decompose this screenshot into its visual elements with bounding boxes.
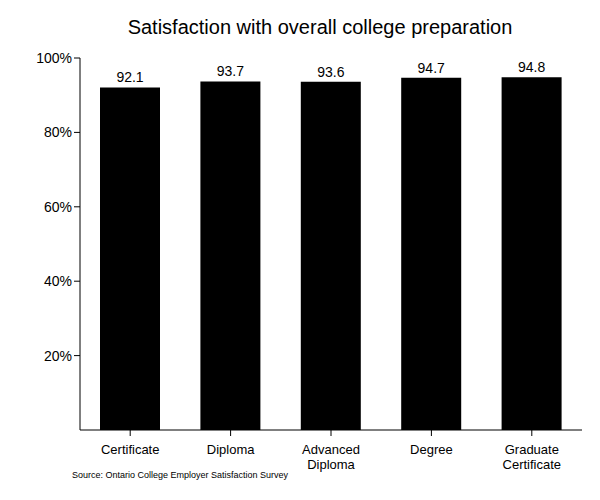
- svg-text:100%: 100%: [36, 50, 72, 66]
- svg-text:Certificate: Certificate: [101, 442, 160, 457]
- svg-text:GraduateCertificate: GraduateCertificate: [503, 442, 562, 472]
- svg-text:Diploma: Diploma: [207, 442, 255, 457]
- svg-text:93.6: 93.6: [317, 64, 344, 80]
- html-text:Satisfaction with overall coll: Satisfaction with overall college prepar…: [127, 16, 513, 38]
- svg-text:Degree: Degree: [410, 442, 453, 457]
- svg-text:92.1: 92.1: [116, 69, 143, 85]
- svg-text:AdvancedDiploma: AdvancedDiploma: [302, 442, 360, 472]
- svg-text:94.8: 94.8: [518, 59, 545, 75]
- svg-text:94.7: 94.7: [418, 60, 445, 76]
- svg-text:93.7: 93.7: [217, 63, 244, 79]
- svg-text:60%: 60%: [44, 199, 72, 215]
- svg-text:80%: 80%: [44, 124, 72, 140]
- svg-text:20%: 20%: [44, 348, 72, 364]
- svg-text:40%: 40%: [44, 273, 72, 289]
- html-text:Source: Ontario College Employ: Source: Ontario College Employer Satisfa…: [72, 470, 289, 480]
